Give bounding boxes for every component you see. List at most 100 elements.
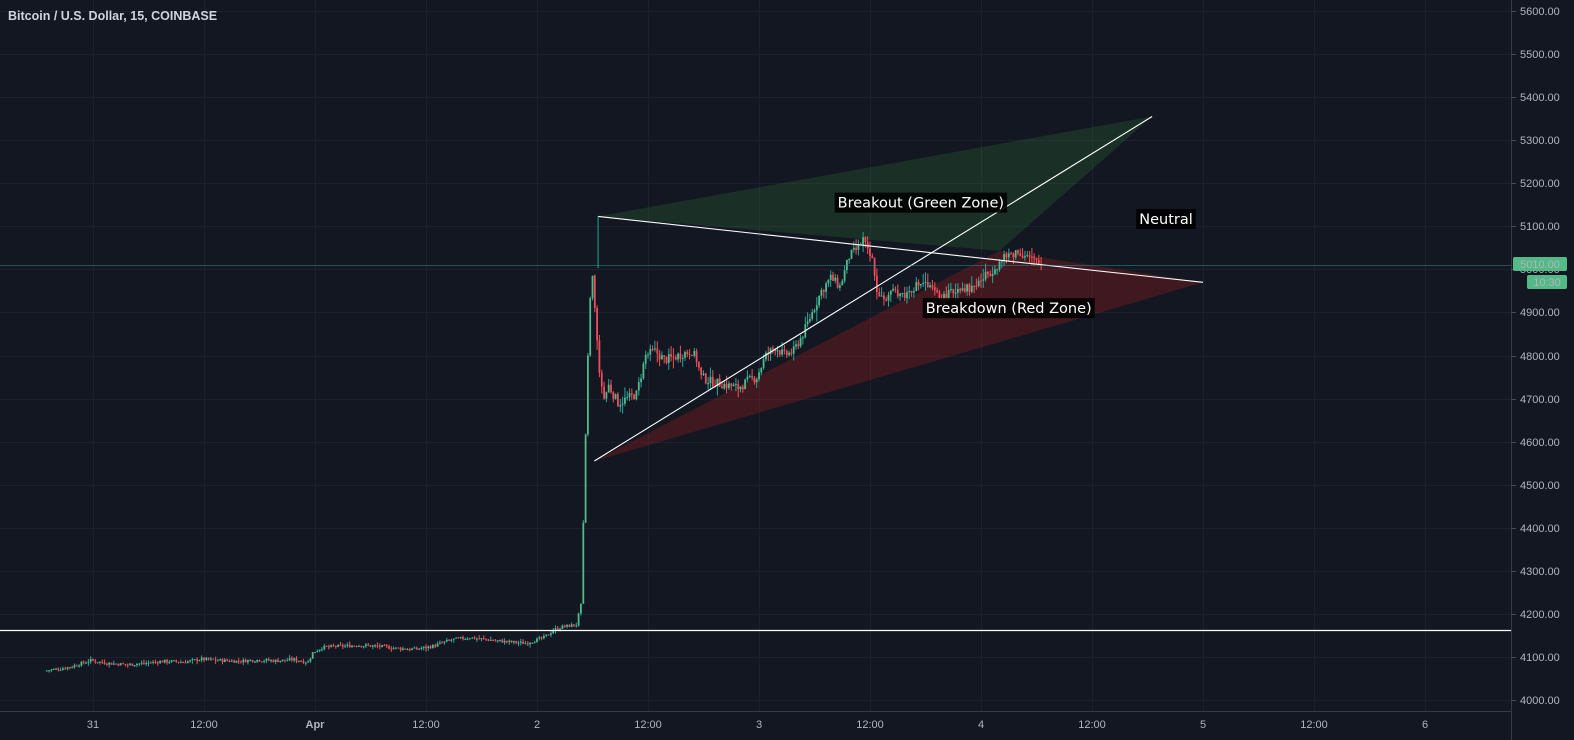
y-tick-label: 4900.00: [1520, 307, 1560, 319]
candle-body: [1007, 253, 1010, 258]
candle-body: [487, 639, 490, 641]
x-tick-label: 6: [1422, 719, 1428, 731]
candle-body: [214, 659, 217, 661]
candle-body: [129, 663, 131, 665]
candle-body: [397, 647, 400, 649]
price-axis[interactable]: 4000.00 4100.00 4200.00 4300.00 4400.00 4500.…: [1511, 6, 1560, 707]
candle-body: [536, 638, 538, 643]
candle-body: [267, 659, 270, 661]
candle-body: [443, 641, 446, 643]
candle-body: [570, 624, 573, 627]
candle-body: [422, 646, 425, 649]
candle-body: [1037, 259, 1040, 265]
candle-body: [149, 662, 152, 664]
candle-body: [665, 357, 668, 363]
green-zone: [598, 116, 1153, 251]
candle-body: [954, 292, 957, 294]
candle-body: [441, 642, 444, 644]
candle-body: [496, 640, 499, 642]
candle-body: [425, 646, 427, 649]
time-axis[interactable]: 31 12:00 Apr 12:00 2 12:00 3 12:00 4 12:00 5 12:00 6: [87, 719, 1428, 731]
candle-body: [547, 634, 550, 636]
candle-body: [610, 384, 612, 393]
candle-body: [795, 344, 797, 347]
candle-body: [980, 280, 982, 282]
candle-body: [244, 659, 247, 663]
candle-body: [1003, 254, 1005, 262]
candle-body: [869, 248, 871, 257]
candle-body: [136, 664, 138, 666]
candle-body: [404, 648, 407, 650]
y-tick-label: 4700.00: [1520, 394, 1560, 406]
candle-body: [718, 378, 721, 387]
candle-body: [674, 357, 677, 360]
candle-body: [825, 283, 827, 292]
candle-body: [966, 284, 968, 292]
candle-body: [568, 624, 571, 627]
candle-body: [1021, 255, 1024, 258]
candle-body: [260, 661, 263, 663]
last-price-box: [1513, 257, 1567, 271]
candle-body: [52, 669, 55, 670]
candle-body: [198, 660, 201, 662]
candle-body: [975, 285, 978, 287]
candle-body: [351, 645, 353, 648]
candle-body: [561, 625, 564, 629]
candle-body: [360, 645, 363, 647]
annotation-bg: [922, 298, 1095, 319]
candle-body: [140, 662, 143, 664]
candle-body: [656, 348, 659, 354]
candle-body: [156, 662, 159, 664]
candle-body: [73, 665, 76, 668]
candle-body: [994, 269, 996, 274]
candle-body: [605, 392, 608, 399]
candle-body: [432, 644, 434, 649]
candle-body: [1019, 253, 1022, 256]
trend-lines-layer[interactable]: [0, 116, 1511, 632]
candle-body: [478, 638, 481, 640]
candle-body: [358, 645, 360, 647]
candle-body: [947, 290, 950, 301]
candle-body: [476, 638, 478, 640]
candle-body: [783, 349, 786, 351]
candle-body: [508, 640, 511, 643]
candle-body: [637, 382, 640, 391]
candle-body: [896, 289, 899, 297]
candle-body: [64, 668, 67, 670]
candle-body: [894, 288, 897, 290]
candle-body: [901, 293, 904, 294]
candle-body: [510, 640, 513, 643]
candle-body: [839, 285, 841, 288]
lower-trend-line[interactable]: [594, 116, 1153, 462]
candle-body: [99, 661, 101, 663]
candle-body: [288, 658, 291, 661]
upper-trend-line[interactable]: [597, 215, 1204, 283]
candle-body: [126, 664, 129, 666]
candle-body: [684, 351, 686, 358]
candle-body: [1028, 255, 1031, 257]
candle-body: [50, 669, 53, 671]
candle-body: [765, 352, 767, 360]
candle-body: [59, 669, 62, 671]
candle-body: [89, 658, 92, 662]
candle-body: [311, 652, 314, 659]
candle-body: [913, 291, 915, 293]
candle-body: [110, 662, 113, 665]
candle-body: [240, 661, 242, 663]
candle-body: [258, 659, 261, 662]
candle-body: [339, 644, 342, 646]
candle-body: [545, 634, 548, 636]
candle-body: [688, 354, 691, 355]
candle-body: [691, 355, 693, 356]
candle-body: [857, 244, 860, 250]
candle-body: [503, 640, 506, 643]
candle-body: [651, 348, 654, 350]
candle-body: [189, 660, 191, 662]
candle-body: [369, 645, 372, 647]
candle-body: [159, 661, 161, 664]
candle-body: [420, 648, 423, 649]
candle-body: [161, 661, 164, 663]
candle-body: [186, 661, 189, 663]
candle-body: [193, 659, 196, 661]
